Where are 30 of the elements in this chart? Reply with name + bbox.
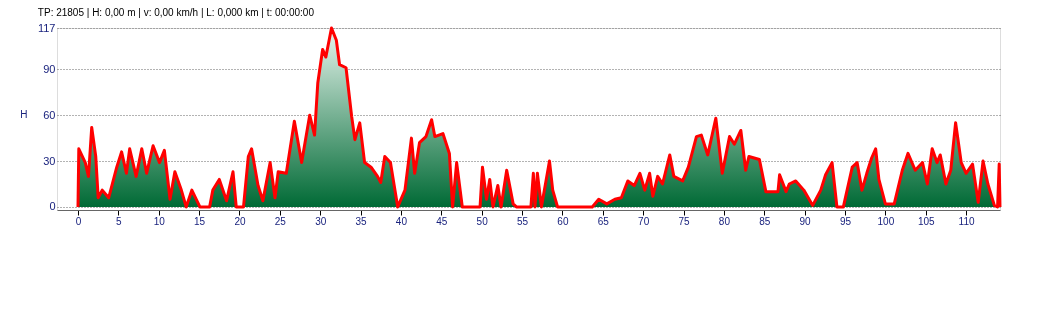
x-tick-label: 60: [557, 215, 569, 227]
y-axis-title: H: [20, 108, 28, 120]
y-tick-label: 30: [43, 154, 56, 167]
y-tick-label: 90: [43, 62, 56, 75]
x-tick-label: 70: [638, 215, 650, 227]
x-tick-label: 0: [75, 215, 82, 227]
x-tick-label: 35: [355, 215, 368, 227]
x-tick-label: 45: [436, 215, 448, 227]
x-tick-label: 10: [153, 215, 166, 227]
x-tick-label: 100: [877, 215, 895, 227]
y-tick-label: 60: [43, 108, 56, 121]
x-tick-label: 20: [234, 215, 246, 227]
x-tick-label: 50: [476, 215, 489, 227]
x-tick-label: 90: [799, 215, 812, 227]
x-tick-label: 25: [274, 215, 287, 227]
x-tick-label: 75: [678, 215, 691, 227]
x-tick-label: 40: [395, 215, 408, 227]
x-tick-label: 55: [516, 215, 529, 227]
x-tick-label: 110: [958, 215, 975, 227]
chart-title: TP: 21805 | H: 0,00 m | v: 0,00 km/h | L: 0,000 km | t: 00:00:00: [37, 7, 315, 18]
y-tick-label: 0: [49, 200, 56, 213]
y-tick-label: 117: [37, 21, 56, 34]
x-tick-label: 5: [116, 215, 123, 227]
x-tick-label: 80: [718, 215, 731, 227]
x-tick-label: 65: [597, 215, 610, 227]
x-tick-label: 95: [839, 215, 852, 227]
x-tick-label: 105: [917, 215, 935, 227]
x-tick-label: 30: [315, 215, 327, 227]
x-tick-label: 15: [194, 215, 206, 227]
x-tick-label: 85: [759, 215, 771, 227]
